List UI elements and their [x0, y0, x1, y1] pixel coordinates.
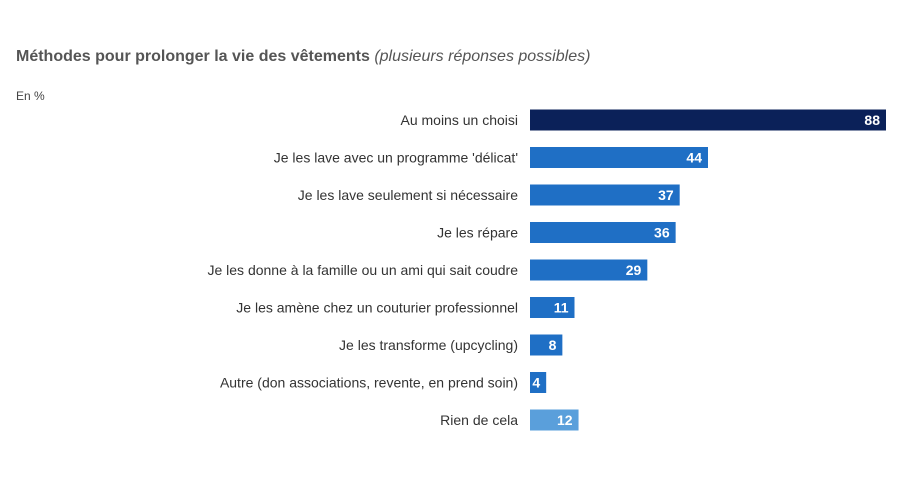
category-label: Je les lave seulement si nécessaire	[298, 187, 518, 203]
bar-row: Je les répare 36	[437, 222, 676, 243]
bar	[530, 222, 676, 243]
bar	[530, 334, 563, 356]
value-label: 29	[626, 262, 642, 278]
unit-label: En %	[16, 89, 45, 103]
bar	[530, 259, 648, 281]
category-label: Je les répare	[437, 225, 518, 241]
chart-header: Méthodes pour prolonger la vie des vêtem…	[16, 48, 590, 66]
bar	[530, 409, 579, 431]
chart-subtitle: (plusieurs réponses possibles)	[374, 48, 591, 65]
category-label: Au moins un choisi	[400, 112, 518, 128]
value-label: 44	[686, 150, 702, 166]
category-label: Je les lave avec un programme 'délicat'	[274, 150, 518, 166]
bar	[530, 109, 886, 131]
bar-row: Rien de cela 12	[440, 409, 579, 431]
category-label: Rien de cela	[440, 412, 518, 428]
chart-title: Méthodes pour prolonger la vie des vêtem…	[16, 48, 370, 65]
bar-row: Je les lave avec un programme 'délicat' 4…	[274, 147, 708, 168]
bar-row: Au moins un choisi 88	[400, 109, 886, 131]
value-label: 37	[658, 187, 674, 203]
category-label: Je les transforme (upcycling)	[339, 337, 518, 353]
bar-row: Je les lave seulement si nécessaire 37	[298, 184, 680, 206]
bar	[530, 297, 575, 318]
value-label: 36	[654, 225, 670, 241]
value-label: 11	[554, 300, 569, 316]
bar-row: Autre (don associations, revente, en pre…	[220, 372, 547, 393]
category-label: Autre (don associations, revente, en pre…	[220, 375, 518, 391]
value-label: 12	[557, 412, 573, 428]
category-label: Je les donne à la famille ou un ami qui …	[207, 262, 518, 278]
bar	[530, 372, 547, 393]
bar-row: Je les amène chez un couturier professio…	[236, 297, 575, 318]
value-label: 88	[864, 112, 880, 128]
bar	[530, 184, 680, 206]
category-label: Je les amène chez un couturier professio…	[236, 300, 518, 316]
value-label: 8	[549, 337, 557, 353]
bar-row: Je les donne à la famille ou un ami qui …	[207, 259, 648, 281]
bar-row: Je les transforme (upcycling) 8	[339, 334, 563, 356]
bar	[530, 147, 708, 168]
value-label: 4	[532, 375, 540, 391]
